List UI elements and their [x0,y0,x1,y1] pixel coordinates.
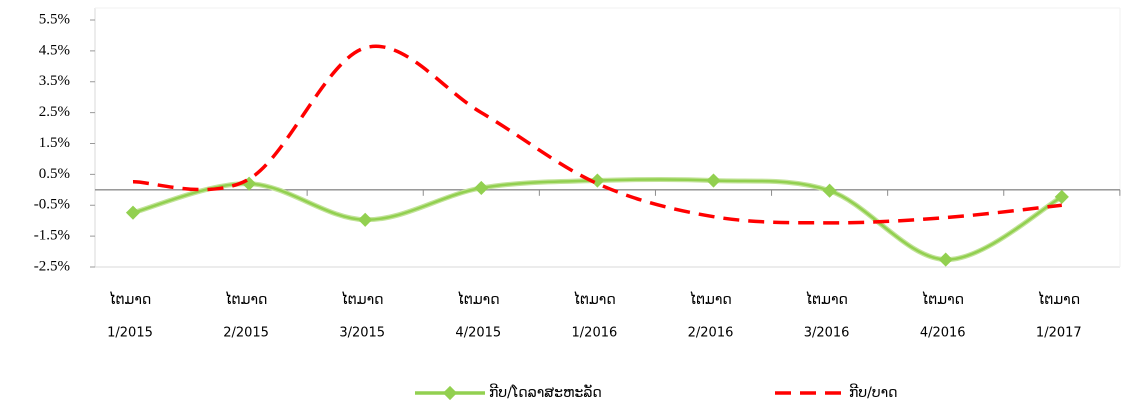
x-tick-label: ໄຕມາດ [225,291,268,308]
x-tick-label: ໄຕມາດ [921,291,964,308]
legend-marker [442,385,458,401]
x-tick-label: 2/2016 [688,326,734,341]
x-tick-label: 4/2016 [920,326,966,341]
series-line-casing [132,176,1064,263]
y-tick-label: 3.5% [39,73,70,89]
x-tick-label: 3/2016 [804,326,850,341]
x-tick-label: ໄຕມາດ [573,291,616,308]
x-tick-label: ໄຕມາດ [457,291,500,308]
y-tick-label: -1.5% [34,228,70,244]
y-tick-label: 2.5% [39,104,70,120]
marker [125,205,141,220]
x-tick-label: ໄຕມາດ [1037,291,1080,308]
x-tick-label: ໄຕມາດ [805,291,848,308]
x-tick-label: 1/2016 [572,326,618,341]
series-line [132,44,1062,225]
marker [590,173,605,188]
y-tick-label: 0.5% [39,166,70,182]
x-tick-label: 3/2015 [339,326,385,341]
series-line [132,178,1063,261]
marker [358,212,373,227]
marker [242,176,257,191]
legend-label: ກີບ/ບາດ [849,383,898,401]
x-tick-label: ໄຕມາດ [109,291,152,308]
y-tick-label: -2.5% [34,258,70,274]
y-tick-label: 4.5% [39,42,70,58]
x-tick-label: ໄຕມາດ [341,291,384,308]
x-tick-label: 2/2015 [223,326,269,341]
x-tick-label: 4/2015 [455,326,501,341]
y-tick-label: 1.5% [39,135,70,151]
marker [706,173,721,188]
marker [822,183,837,198]
marker [1054,189,1069,204]
y-tick-label: -0.5% [34,197,70,213]
marker [938,252,953,267]
x-tick-label: ໄຕມາດ [689,291,732,308]
x-tick-label: 1/2015 [107,326,153,341]
x-tick-label: 1/2017 [1036,326,1082,341]
y-tick-label: 5.5% [39,11,70,27]
legend-label: ກີບ/ໂດລາສະຫະລັດ [489,383,602,401]
marker [474,180,489,196]
